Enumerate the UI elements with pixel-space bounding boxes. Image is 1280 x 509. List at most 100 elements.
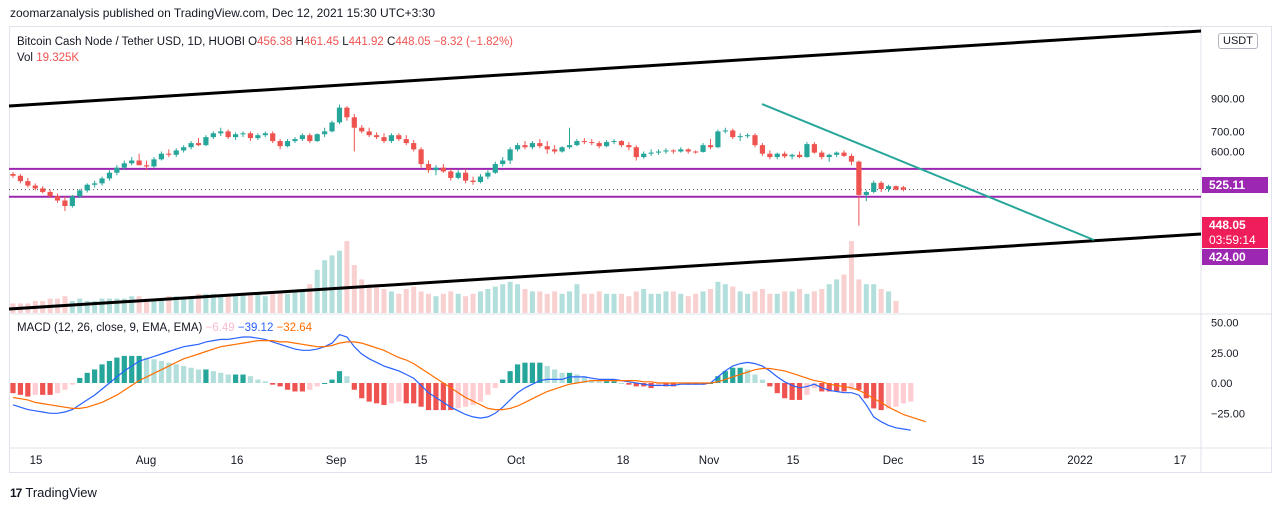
candle-body	[159, 154, 164, 160]
signal-line	[13, 341, 926, 422]
volume-bar	[100, 299, 105, 313]
macd-histogram-bar	[25, 383, 30, 397]
volume-bar	[663, 291, 668, 313]
macd-histogram-bar	[804, 383, 809, 395]
high-label: H	[296, 36, 304, 48]
candle-body	[626, 145, 631, 147]
macd-histogram-bar	[752, 375, 757, 383]
candle-body	[597, 143, 602, 146]
candle-body	[649, 153, 654, 154]
volume-bar	[812, 291, 817, 313]
macd-histogram-bar	[515, 364, 520, 383]
volume-bar	[545, 294, 550, 313]
footer-branding[interactable]: 17 TradingView	[10, 485, 97, 500]
macd-histogram-bar	[233, 375, 238, 383]
macd-histogram-bar	[315, 383, 320, 386]
macd-histogram-bar	[270, 383, 275, 385]
resistance-price-tag: 525.11	[1202, 177, 1268, 193]
candle-body	[315, 134, 320, 141]
time-axis-label: Oct	[507, 455, 526, 467]
macd-histogram-bar	[834, 383, 839, 391]
candle-body	[760, 145, 765, 154]
volume-bar	[300, 289, 305, 313]
macd-histogram-bar	[396, 383, 401, 402]
candle-body	[827, 155, 832, 157]
candle-body	[255, 135, 260, 138]
macd-histogram-bar	[441, 383, 446, 410]
volume-bar	[641, 289, 646, 313]
candle-body	[18, 176, 23, 181]
volume-bar	[471, 294, 476, 313]
volume-value: 19.325K	[36, 52, 79, 64]
candle-body	[500, 160, 505, 164]
volume-bar	[70, 301, 75, 313]
volume-bar	[893, 301, 898, 313]
candle-body	[619, 141, 624, 145]
volume-bar	[708, 289, 713, 313]
candle-body	[181, 147, 186, 150]
macd-histogram-bar	[908, 383, 913, 402]
candle-body	[738, 136, 743, 137]
candle-body	[233, 134, 238, 137]
macd-signal-value: −32.64	[277, 322, 313, 334]
time-axis-label: Aug	[136, 455, 156, 467]
candle-body	[396, 135, 401, 139]
volume-bar	[537, 291, 542, 313]
candle-body	[567, 145, 572, 147]
macd-histogram-bar	[352, 383, 357, 390]
volume-bar	[382, 289, 387, 313]
volume-bar	[715, 282, 720, 313]
support-price-tag: 424.00	[1202, 249, 1268, 265]
volume-bar	[879, 289, 884, 313]
volume-bar	[530, 291, 535, 313]
volume-bar	[738, 291, 743, 313]
volume-bar	[701, 291, 706, 313]
volume-bar	[270, 294, 275, 313]
macd-histogram-bar	[389, 383, 394, 403]
candle-body	[545, 146, 550, 149]
candle-body	[196, 143, 201, 145]
candle-body	[671, 150, 676, 151]
macd-axis-label: 0.00	[1211, 378, 1232, 390]
volume-bar	[419, 291, 424, 313]
macd-histogram-bar	[797, 383, 802, 400]
volume-bar	[649, 294, 654, 313]
macd-histogram-bar	[99, 364, 104, 383]
candle-body	[708, 145, 713, 147]
candle-body	[10, 174, 15, 176]
macd-histogram-bar	[240, 375, 245, 383]
volume-bar	[493, 287, 498, 313]
volume-bar	[226, 296, 231, 313]
macd-histogram-bar	[879, 383, 884, 410]
volume-bar	[819, 289, 824, 313]
macd-histogram-bar	[730, 368, 735, 383]
time-axis-label: 18	[617, 455, 630, 467]
last-price-tag: 448.05	[1202, 217, 1268, 233]
volume-bar	[552, 291, 557, 313]
candle-body	[812, 144, 817, 152]
macd-title[interactable]: MACD (12, 26, close, 9, EMA, EMA)	[17, 322, 202, 334]
symbol-title[interactable]: Bitcoin Cash Node / Tether USD, 1D, HUOB…	[17, 36, 245, 48]
volume-bar	[804, 294, 809, 313]
candle-body	[381, 137, 386, 141]
macd-histogram-bar	[322, 383, 327, 384]
macd-histogram-bar	[478, 383, 483, 402]
time-axis-label: 16	[231, 455, 244, 467]
volume-bar	[604, 294, 609, 313]
candle-body	[797, 155, 802, 157]
macd-histogram-bar	[359, 383, 364, 398]
candle-body	[730, 130, 735, 137]
volume-bar	[767, 294, 772, 313]
time-axis-label: 15	[30, 455, 43, 467]
candle-body	[70, 196, 75, 206]
macd-histogram-bar	[300, 383, 305, 391]
macd-histogram-bar	[626, 383, 631, 385]
volume-bar	[389, 291, 394, 313]
currency-unit-badge[interactable]: USDT	[1218, 33, 1258, 49]
candle-body	[463, 173, 468, 181]
candle-body	[589, 142, 594, 143]
macd-histogram-bar	[597, 381, 602, 383]
volume-bar	[775, 294, 780, 313]
volume-bar	[315, 270, 320, 313]
